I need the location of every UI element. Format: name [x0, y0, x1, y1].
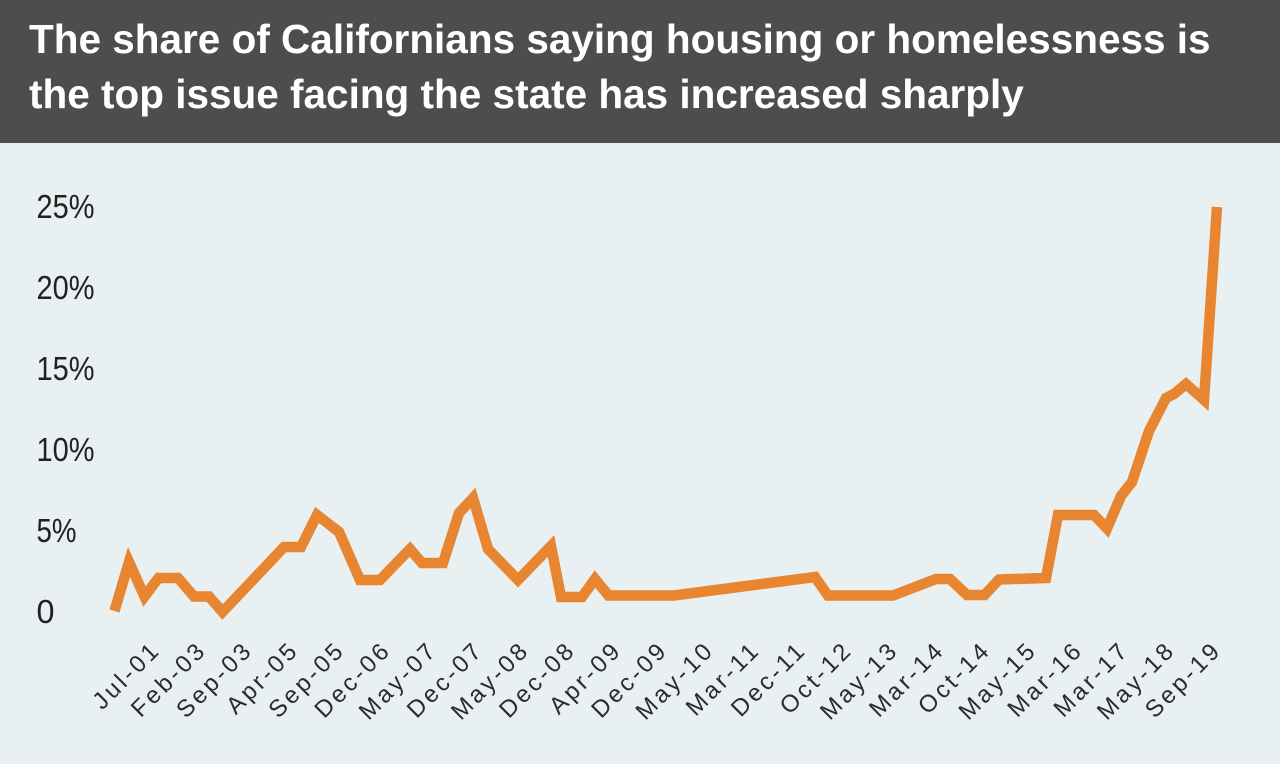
svg-text:10%: 10%: [37, 431, 95, 468]
svg-text:20%: 20%: [37, 269, 95, 306]
svg-text:5%: 5%: [37, 512, 77, 549]
svg-text:0: 0: [37, 593, 55, 630]
svg-text:15%: 15%: [37, 350, 95, 387]
svg-text:25%: 25%: [37, 188, 95, 225]
